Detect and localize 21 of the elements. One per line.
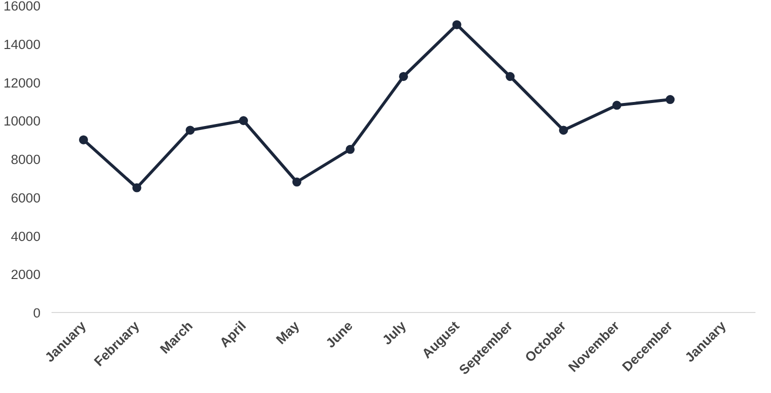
point: [559, 126, 568, 135]
point: [666, 95, 675, 104]
point: [186, 126, 195, 135]
point: [132, 183, 142, 192]
point: [346, 144, 355, 154]
point: [239, 116, 248, 126]
y-tick-label: 12000: [3, 75, 40, 90]
point: [292, 178, 302, 187]
y-tick-label: 14000: [3, 36, 40, 52]
y-tick-label: 16000: [3, 0, 40, 14]
point: [612, 100, 622, 110]
y-tick-label: 6000: [10, 190, 41, 206]
y-tick-label: 0: [33, 306, 41, 320]
y-tick-label: 4000: [10, 228, 41, 244]
point: [79, 135, 88, 144]
y-tick-label: 8000: [10, 152, 41, 167]
y-tick-label: 10000: [3, 114, 40, 129]
point: [506, 72, 515, 81]
point: [399, 72, 408, 81]
point: [452, 20, 462, 30]
y-tick-label: 2000: [10, 267, 41, 282]
